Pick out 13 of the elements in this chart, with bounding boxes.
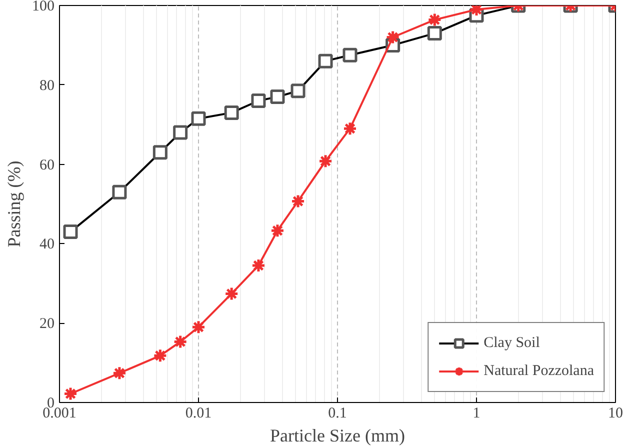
legend-label: Natural Pozzolana (484, 362, 594, 380)
y-tick-label: 100 (32, 0, 54, 14)
x-axis-title: Particle Size (mm) (270, 426, 405, 446)
x-tick-label: 10 (608, 406, 623, 422)
x-tick-label: 0.01 (185, 406, 212, 422)
y-tick-label: 40 (40, 236, 54, 253)
x-tick-label: 1 (472, 406, 480, 422)
y-tick-label: 80 (40, 78, 54, 94)
y-tick-label: 20 (40, 316, 54, 332)
y-tick-label: 60 (40, 157, 54, 174)
x-tick-label: 0.1 (328, 406, 347, 422)
y-axis-title: Passing (%) (4, 160, 24, 248)
legend-label: Clay Soil (484, 334, 540, 352)
